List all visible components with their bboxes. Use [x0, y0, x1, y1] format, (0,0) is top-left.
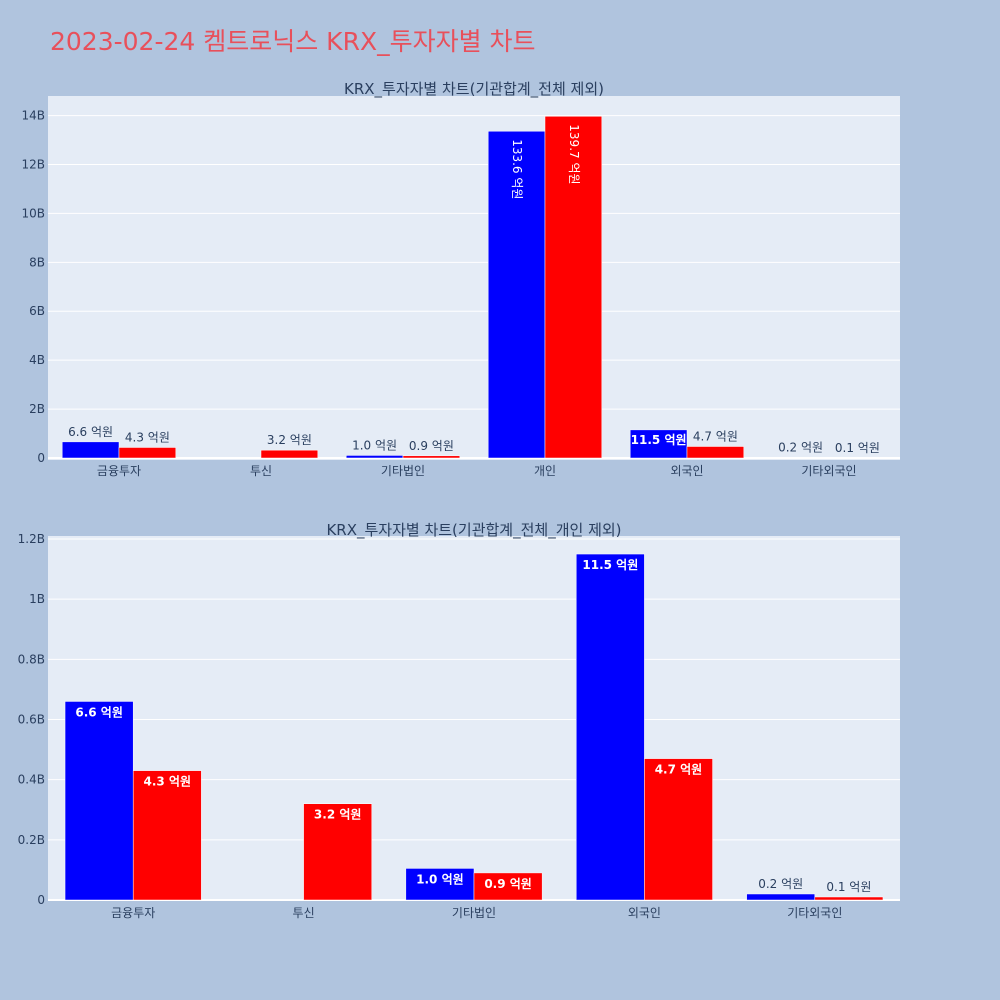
y-tick-label: 10B: [21, 206, 45, 220]
y-tick-label: 8B: [29, 255, 45, 269]
x-tick-label: 개인: [534, 464, 556, 478]
chart-top: 0 2B 4B 6B 8B 10B 12B 14B KRX_투자자별 차트(기관합계_전체 제외…: [21, 80, 900, 478]
data-label: 0.1 억원: [835, 441, 880, 455]
data-label: 4.7 억원: [693, 430, 738, 444]
x-tick-label: 투신: [293, 906, 315, 920]
data-label: 6.6 억원: [75, 705, 123, 719]
data-label: 4.3 억원: [125, 430, 170, 444]
y-tick-label: 0.2B: [18, 833, 45, 847]
data-label: 3.2 억원: [314, 808, 362, 822]
chart-title: KRX_투자자별 차트(기관합계_전체_개인 제외): [326, 521, 621, 540]
bar: [814, 896, 884, 901]
y-tick-label: 14B: [21, 109, 45, 123]
bar: [644, 758, 713, 901]
data-label: 1.0 억원: [352, 438, 397, 452]
x-tick-label: 기타외국인: [787, 906, 842, 920]
x-tick-label: 기타법인: [452, 906, 496, 920]
data-label: 11.5 억원: [631, 433, 687, 447]
data-label: 4.7 억원: [655, 763, 703, 777]
data-label: 3.2 억원: [267, 433, 312, 447]
data-label: 139.7 억원: [567, 124, 581, 184]
bar: [405, 868, 475, 901]
bar: [544, 116, 603, 459]
bar: [487, 130, 546, 459]
x-tick-label: 금융투자: [97, 464, 141, 478]
data-label: 0.1 억원: [826, 880, 871, 894]
y-tick-label: 1.2B: [18, 532, 45, 546]
y-tick-label: 2B: [29, 402, 45, 416]
data-label: 0.9 억원: [409, 439, 454, 453]
bar: [118, 447, 177, 459]
y-tick-label: 1B: [29, 592, 45, 606]
data-label: 4.3 억원: [144, 775, 192, 789]
bar: [61, 441, 120, 459]
chart-title: KRX_투자자별 차트(기관합계_전체 제외): [344, 80, 604, 99]
bar: [132, 770, 202, 901]
x-tick-label: 기타외국인: [801, 464, 856, 478]
y-tick-label: 12B: [21, 157, 45, 171]
bar: [473, 872, 543, 901]
data-label: 11.5 억원: [582, 558, 638, 572]
bar: [686, 446, 745, 459]
x-tick-label: 투신: [250, 464, 272, 478]
bar: [64, 701, 134, 901]
data-label: 0.9 억원: [484, 877, 532, 891]
bar: [575, 553, 645, 901]
x-tick-label: 기타법인: [381, 464, 425, 478]
data-label: 0.2 억원: [758, 877, 803, 891]
bar: [746, 893, 816, 901]
y-tick-label: 6B: [29, 304, 45, 318]
y-tick-label: 0: [37, 451, 45, 465]
data-label: 6.6 억원: [68, 425, 113, 439]
y-tick-label: 0.4B: [18, 773, 45, 787]
page-title: 2023-02-24 켐트로닉스 KRX_투자자별 차트: [50, 27, 536, 56]
x-tick-label: 금융투자: [111, 906, 155, 920]
x-tick-label: 외국인: [628, 906, 661, 920]
bar: [402, 455, 461, 459]
data-label: 0.2 억원: [778, 441, 823, 455]
bar: [629, 429, 688, 459]
bar: [303, 803, 373, 901]
chart-bottom: 0 0.2B 0.4B 0.6B 0.8B 1B 1.2B KRX_투자자별 차트(기관합계_…: [18, 521, 900, 920]
plot-area: [48, 96, 900, 460]
y-tick-label: 0.6B: [18, 713, 45, 727]
bar: [345, 455, 404, 459]
data-label: 133.6 억원: [510, 139, 524, 199]
bar: [260, 449, 319, 459]
y-tick-label: 0.8B: [18, 652, 45, 666]
y-tick-label: 0: [37, 893, 45, 907]
x-tick-label: 외국인: [670, 464, 703, 478]
data-label: 1.0 억원: [416, 872, 464, 886]
y-tick-label: 4B: [29, 353, 45, 367]
